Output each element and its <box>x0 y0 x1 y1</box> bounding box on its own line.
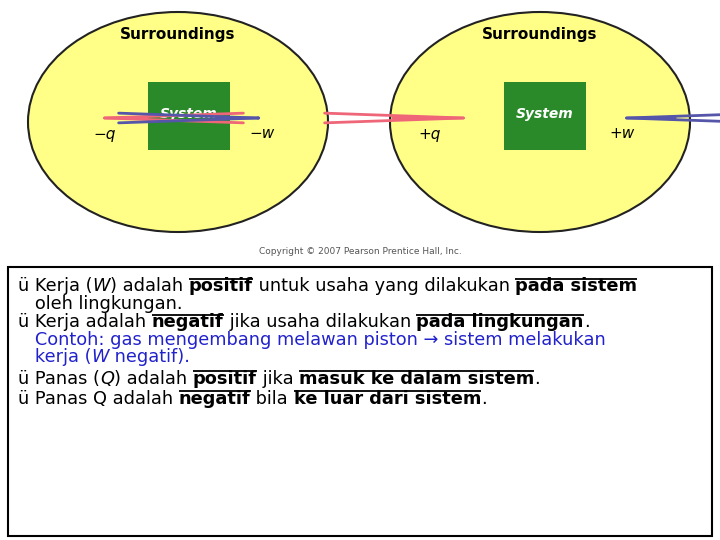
Text: System: System <box>516 107 574 121</box>
Text: masuk ke dalam sistem: masuk ke dalam sistem <box>299 369 534 388</box>
Text: .: . <box>481 389 487 408</box>
Text: positif: positif <box>193 369 256 388</box>
Text: jika: jika <box>256 369 299 388</box>
Text: negatif: negatif <box>179 389 251 408</box>
Text: −w: −w <box>249 126 274 141</box>
Text: ü Panas Q adalah: ü Panas Q adalah <box>18 389 179 408</box>
Text: Copyright © 2007 Pearson Prentice Hall, Inc.: Copyright © 2007 Pearson Prentice Hall, … <box>258 247 462 256</box>
Text: negatif: negatif <box>152 313 223 332</box>
Text: Surroundings: Surroundings <box>482 28 598 43</box>
Text: ü Kerja adalah: ü Kerja adalah <box>18 313 152 332</box>
Text: kerja (: kerja ( <box>18 348 91 367</box>
Text: System: System <box>160 107 218 121</box>
Text: Contoh: gas mengembang melawan piston → sistem melakukan: Contoh: gas mengembang melawan piston → … <box>18 332 606 349</box>
Text: ü Kerja (: ü Kerja ( <box>18 277 92 295</box>
Text: ke luar dari sistem: ke luar dari sistem <box>294 389 481 408</box>
Text: −q: −q <box>94 126 116 141</box>
Text: Q: Q <box>100 369 114 388</box>
Text: pada lingkungan: pada lingkungan <box>416 313 584 332</box>
Text: oleh lingkungan.: oleh lingkungan. <box>18 295 182 313</box>
Text: +q: +q <box>419 126 441 141</box>
Text: +w: +w <box>609 126 634 141</box>
Text: .: . <box>534 369 540 388</box>
Bar <box>148 82 230 150</box>
Text: .: . <box>584 313 590 332</box>
Text: W: W <box>92 277 110 295</box>
Text: ) adalah: ) adalah <box>110 277 189 295</box>
Text: Surroundings: Surroundings <box>120 28 235 43</box>
Text: negatif).: negatif). <box>109 348 190 367</box>
Text: jika usaha dilakukan: jika usaha dilakukan <box>223 313 416 332</box>
Ellipse shape <box>28 12 328 232</box>
Bar <box>504 82 586 150</box>
Ellipse shape <box>390 12 690 232</box>
Text: untuk usaha yang dilakukan: untuk usaha yang dilakukan <box>253 277 516 295</box>
FancyBboxPatch shape <box>8 267 712 536</box>
Text: ) adalah: ) adalah <box>114 369 193 388</box>
Text: pada sistem: pada sistem <box>516 277 637 295</box>
Text: ü Panas (: ü Panas ( <box>18 369 100 388</box>
Text: bila: bila <box>251 389 294 408</box>
Text: W: W <box>91 348 109 367</box>
Text: positif: positif <box>189 277 253 295</box>
